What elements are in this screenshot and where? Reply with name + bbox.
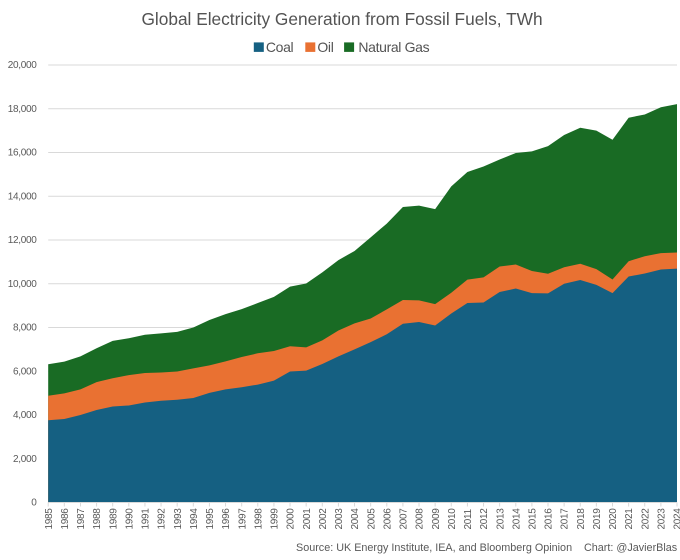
svg-text:2001: 2001: [302, 508, 313, 530]
svg-text:Global Electricity Generation: Global Electricity Generation from Fossi…: [141, 9, 542, 29]
svg-text:2021: 2021: [624, 508, 635, 530]
svg-text:2005: 2005: [366, 508, 377, 530]
svg-text:2007: 2007: [399, 508, 410, 530]
svg-text:4,000: 4,000: [13, 410, 37, 421]
svg-text:2020: 2020: [608, 508, 619, 530]
svg-text:1996: 1996: [221, 508, 232, 530]
svg-text:1992: 1992: [157, 508, 168, 530]
svg-text:1989: 1989: [108, 508, 119, 530]
svg-text:2013: 2013: [495, 508, 506, 530]
svg-text:2,000: 2,000: [13, 454, 37, 465]
svg-text:Oil: Oil: [317, 39, 333, 55]
svg-text:1988: 1988: [92, 508, 103, 530]
svg-text:2008: 2008: [415, 508, 426, 530]
svg-text:2009: 2009: [431, 508, 442, 530]
svg-text:2011: 2011: [463, 508, 474, 529]
svg-text:6,000: 6,000: [13, 366, 37, 377]
svg-text:2018: 2018: [576, 508, 587, 530]
svg-text:1991: 1991: [141, 508, 152, 530]
svg-text:10,000: 10,000: [8, 279, 38, 290]
svg-text:2002: 2002: [318, 508, 329, 530]
svg-text:2019: 2019: [592, 508, 603, 530]
svg-text:2023: 2023: [656, 508, 667, 530]
svg-text:1999: 1999: [270, 508, 281, 530]
svg-text:2000: 2000: [286, 508, 297, 530]
svg-text:1998: 1998: [253, 508, 264, 530]
svg-text:2014: 2014: [511, 508, 522, 530]
svg-text:1994: 1994: [189, 508, 200, 530]
svg-text:2012: 2012: [479, 508, 490, 530]
svg-text:1985: 1985: [44, 508, 55, 530]
svg-text:18,000: 18,000: [8, 104, 38, 115]
svg-text:Coal: Coal: [266, 39, 294, 55]
svg-text:1990: 1990: [124, 508, 135, 530]
svg-text:2006: 2006: [382, 508, 393, 530]
svg-text:2015: 2015: [527, 508, 538, 530]
svg-text:16,000: 16,000: [8, 148, 38, 159]
svg-text:14,000: 14,000: [8, 191, 38, 202]
svg-text:2004: 2004: [350, 508, 361, 530]
svg-text:0: 0: [31, 498, 37, 509]
svg-text:1993: 1993: [173, 508, 184, 530]
svg-text:2024: 2024: [673, 508, 680, 530]
svg-text:1987: 1987: [76, 508, 87, 530]
svg-text:8,000: 8,000: [13, 323, 37, 334]
svg-text:2022: 2022: [640, 508, 651, 530]
svg-text:1997: 1997: [237, 508, 248, 530]
svg-text:12,000: 12,000: [8, 235, 38, 246]
svg-text:2003: 2003: [334, 508, 345, 530]
svg-text:2016: 2016: [544, 508, 555, 530]
svg-text:2017: 2017: [560, 508, 571, 530]
svg-text:Natural Gas: Natural Gas: [358, 39, 429, 55]
svg-text:Chart: @JavierBlas: Chart: @JavierBlas: [584, 542, 678, 554]
svg-text:Source: UK Energy Institute, I: Source: UK Energy Institute, IEA, and Bl…: [296, 542, 572, 554]
svg-text:1986: 1986: [60, 508, 71, 530]
svg-text:2010: 2010: [447, 508, 458, 530]
svg-text:20,000: 20,000: [8, 60, 38, 71]
svg-text:1995: 1995: [205, 508, 216, 530]
